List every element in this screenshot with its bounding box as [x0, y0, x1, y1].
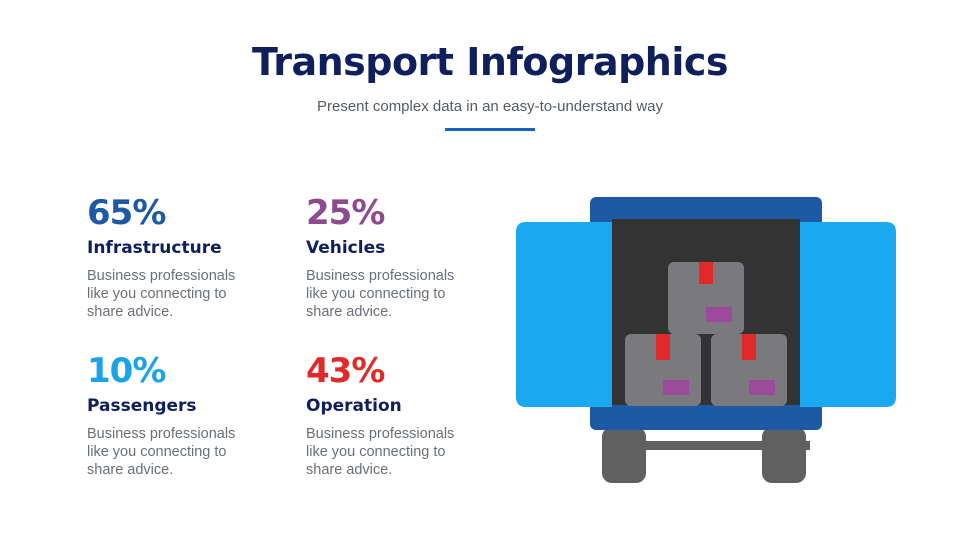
axle: [604, 441, 810, 450]
stat-value: 43%: [306, 351, 385, 391]
stat-description: Business professionals like you connecti…: [306, 426, 455, 478]
stat-operation: 43% Operation Business professionals lik…: [306, 351, 496, 479]
stat-value: 25%: [306, 193, 385, 233]
stat-description: Business professionals like you connecti…: [306, 268, 455, 320]
stat-value: 10%: [87, 351, 166, 391]
left-wheel: [602, 427, 646, 483]
stat-description: Business professionals like you connecti…: [87, 268, 236, 320]
stat-vehicles: 25% Vehicles Business professionals like…: [306, 193, 496, 321]
stat-value: 65%: [87, 193, 166, 233]
title-underline: [445, 128, 535, 131]
delivery-truck-open-doors-icon: [516, 197, 896, 483]
stat-passengers: 10% Passengers Business professionals li…: [87, 351, 277, 479]
cargo-box-top: [668, 262, 744, 334]
stat-description: Business professionals like you connecti…: [87, 426, 236, 478]
page-title: Transport Infographics: [251, 40, 729, 84]
cargo-box-bottom-right: [711, 334, 787, 406]
stat-label: Vehicles: [306, 238, 386, 258]
right-wheel: [762, 427, 806, 483]
left-door: [516, 222, 612, 407]
cargo-box-bottom-left: [625, 334, 701, 406]
right-door: [800, 222, 896, 407]
stat-label: Operation: [306, 396, 402, 416]
page-subtitle: Present complex data in an easy-to-under…: [316, 98, 664, 115]
stat-label: Infrastructure: [87, 238, 222, 258]
stat-label: Passengers: [87, 396, 197, 416]
stat-infrastructure: 65% Infrastructure Business professional…: [87, 193, 277, 321]
